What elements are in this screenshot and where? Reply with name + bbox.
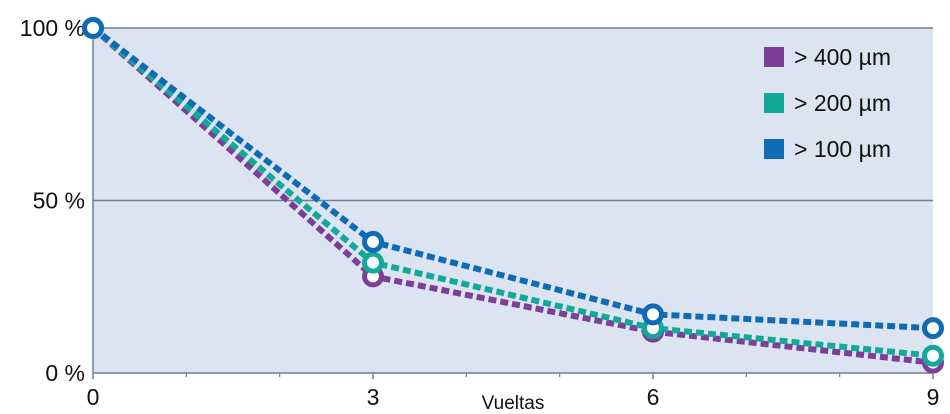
legend-swatch [764, 139, 784, 159]
axes [92, 28, 933, 374]
data-point [362, 230, 384, 253]
y-tick-label: 0 % [45, 360, 85, 386]
x-tick-label: 9 [927, 384, 940, 410]
series-line [91, 25, 934, 359]
x-tick-label: 3 [367, 384, 380, 410]
x-tick-label: 6 [647, 384, 660, 410]
grid-lines [93, 27, 933, 202]
legend-swatch [764, 93, 784, 113]
y-axis-ticks: 0 % 50 % 100 % [20, 15, 85, 386]
series-lines [82, 17, 944, 374]
data-point [642, 303, 664, 326]
y-tick-label: 100 % [20, 15, 85, 41]
legend-label: > 400 µm [794, 44, 891, 70]
legend-label: > 200 µm [794, 90, 891, 116]
x-axis-label: Vueltas [482, 393, 545, 414]
data-point [922, 344, 944, 367]
x-tick-label: 0 [87, 384, 100, 410]
data-point [82, 17, 104, 39]
legend-swatch [764, 47, 784, 67]
series-line [91, 25, 934, 332]
legend-label: > 100 µm [794, 136, 891, 162]
x-axis-ticks: 0 3 6 9 [87, 373, 940, 410]
legend: > 400 µm > 200 µm > 100 µm [764, 44, 891, 162]
data-point [362, 251, 384, 274]
series-line [91, 25, 934, 366]
data-point [922, 317, 944, 340]
y-tick-label: 50 % [33, 188, 85, 214]
